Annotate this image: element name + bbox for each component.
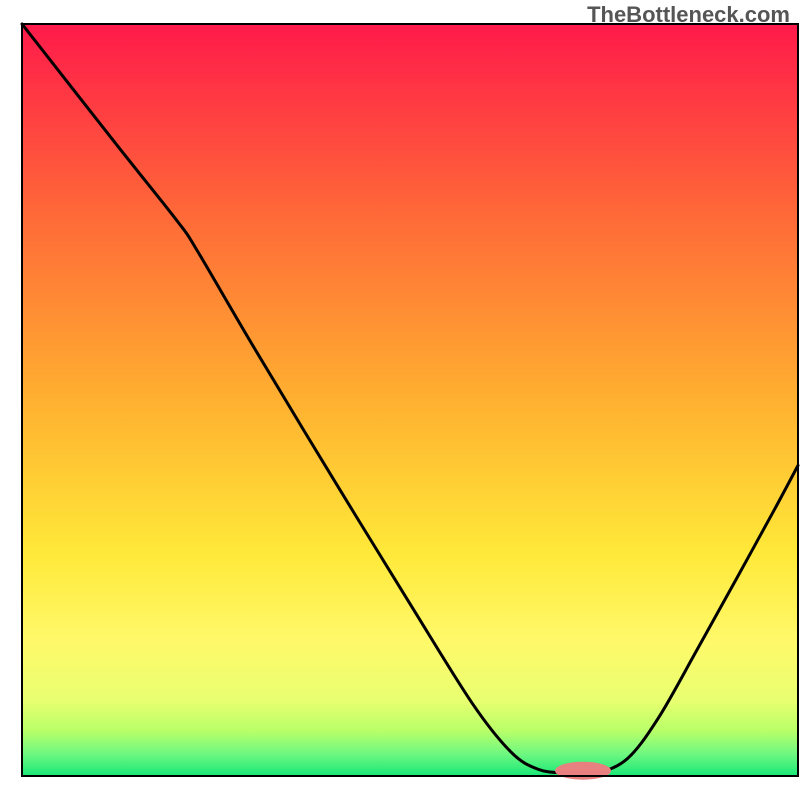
watermark-text: TheBottleneck.com [587, 2, 790, 28]
bottleneck-chart: TheBottleneck.com [0, 0, 800, 800]
chart-svg [0, 0, 800, 800]
gradient-background [22, 24, 798, 776]
optimal-marker [555, 762, 611, 780]
